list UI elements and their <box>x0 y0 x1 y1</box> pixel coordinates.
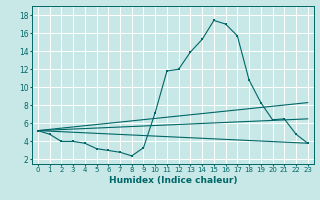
X-axis label: Humidex (Indice chaleur): Humidex (Indice chaleur) <box>108 176 237 185</box>
